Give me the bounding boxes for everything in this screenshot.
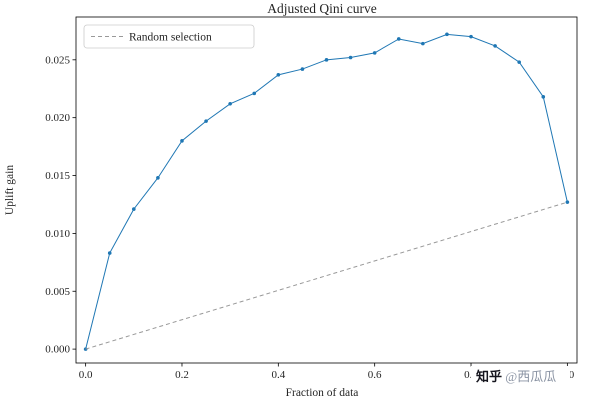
- y-tick-label: 0.005: [45, 286, 70, 298]
- watermark: 知乎 @西瓜瓜: [471, 366, 570, 386]
- data-point: [276, 73, 281, 77]
- y-tick-label: 0.010: [45, 228, 70, 240]
- axes: 0.00.20.40.60.81.00.0000.0050.0100.0150.…: [45, 16, 578, 381]
- data-point: [541, 95, 546, 99]
- data-point: [469, 34, 473, 39]
- data-point: [372, 51, 377, 55]
- y-tick-label: 0.015: [45, 170, 70, 182]
- data-point: [445, 32, 449, 37]
- y-axis-label: Uplift gain: [4, 165, 16, 215]
- data-point: [493, 44, 497, 48]
- data-point: [517, 60, 521, 64]
- legend-box: [83, 24, 255, 49]
- y-tick-label: 0.000: [45, 344, 70, 356]
- data-point: [180, 139, 184, 143]
- legend: Random selection: [83, 24, 255, 49]
- random-selection-line: [85, 201, 568, 350]
- watermark-text: 知乎 @西瓜瓜: [476, 369, 556, 384]
- data-point: [421, 41, 425, 46]
- x-tick-label: 0.6: [368, 369, 382, 381]
- x-axis-label: Fraction of data: [286, 387, 359, 399]
- y-tick-label: 0.020: [45, 112, 70, 124]
- data-point: [156, 176, 160, 180]
- watermark-background: [471, 366, 570, 386]
- data-point: [324, 58, 329, 62]
- plot-frame: [75, 16, 578, 364]
- qini-curve-line: [85, 33, 568, 350]
- y-tick-label: 0.025: [45, 54, 70, 66]
- data-point: [228, 101, 232, 106]
- data-point: [300, 67, 305, 71]
- watermark-handle: @西瓜瓜: [502, 369, 556, 384]
- data-point: [132, 207, 136, 211]
- watermark-brand: 知乎: [476, 369, 502, 384]
- data-point: [204, 119, 208, 123]
- series: [83, 32, 570, 351]
- legend-entry-label: Random selection: [129, 32, 212, 44]
- data-point: [565, 200, 570, 204]
- data-point: [107, 251, 112, 255]
- x-tick-label: 0.4: [271, 369, 285, 381]
- data-point: [396, 37, 401, 41]
- x-tick-label: 0.2: [175, 369, 189, 381]
- data-point: [348, 55, 353, 60]
- x-tick-label: 0.0: [79, 369, 93, 381]
- data-point: [252, 91, 257, 96]
- chart-title: Adjusted Qini curve: [267, 1, 376, 16]
